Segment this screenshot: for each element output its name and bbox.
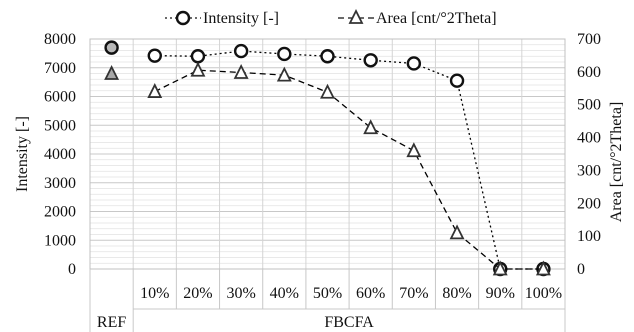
- area-point: [320, 83, 335, 99]
- x-tick-label: 80%: [442, 285, 471, 302]
- x-tick-label: 10%: [140, 285, 169, 302]
- area-point: [492, 260, 508, 276]
- y-tick-label: 1000: [44, 232, 76, 249]
- intensity-point: [233, 43, 249, 59]
- intensity-point: [104, 40, 119, 55]
- x-tick-label: 100%: [525, 285, 562, 302]
- x-tick-label: 20%: [183, 285, 212, 302]
- area-point: [104, 64, 120, 80]
- intensity-point: [406, 56, 422, 71]
- plot-border: [89, 38, 566, 270]
- y2-axis-title: Area [cnt/°2Theta]: [608, 102, 625, 223]
- x-tick-label: 50%: [313, 285, 342, 302]
- intensity-point: [190, 49, 206, 64]
- y2-tick-label: 200: [577, 195, 601, 212]
- y-tick-label: 2000: [44, 204, 76, 221]
- legend-intensity-marker: [175, 10, 191, 26]
- y-tick-label: 4000: [44, 146, 76, 163]
- y-tick-label: 3000: [44, 175, 76, 192]
- x-tick-label: 70%: [399, 285, 428, 302]
- legend: Intensity [-] Area [cnt/°2Theta]: [165, 8, 497, 27]
- y2-tick-label: 500: [577, 97, 601, 114]
- area-point: [449, 224, 465, 240]
- x-tick-label: 40%: [270, 285, 299, 302]
- area-point: [190, 61, 206, 77]
- y2-tick-label: 700: [577, 31, 601, 48]
- intensity-point: [320, 49, 335, 64]
- y2-tick-label: 400: [577, 130, 601, 147]
- legend-intensity-label: Intensity [-]: [203, 10, 279, 27]
- x-tick-label: 30%: [226, 285, 255, 302]
- series-layer: [104, 40, 551, 277]
- y2-tick-label: 600: [577, 64, 601, 81]
- area-point: [233, 64, 249, 79]
- area-point: [147, 83, 163, 98]
- x-group-label: FBCFA: [324, 314, 374, 331]
- y-tick-label: 6000: [44, 89, 76, 106]
- legend-area-label: Area [cnt/°2Theta]: [376, 10, 497, 27]
- y-axis-title: Intensity [-]: [14, 116, 31, 192]
- area-point: [363, 119, 379, 135]
- x-tick-label: 60%: [356, 285, 385, 302]
- area-point: [535, 260, 551, 276]
- y2-tick-label: 300: [577, 162, 601, 179]
- x-tick-label: 90%: [486, 285, 515, 302]
- y-tick-label: 5000: [44, 117, 76, 134]
- y-tick-label: 7000: [44, 60, 76, 77]
- intensity-point: [277, 46, 292, 62]
- area-point: [406, 142, 422, 158]
- area-point: [276, 66, 292, 82]
- intensity-point: [449, 73, 465, 88]
- y2-tick-label: 0: [577, 261, 585, 278]
- grid: [89, 38, 566, 270]
- y-tick-label: 8000: [44, 31, 76, 48]
- y2-tick-label: 100: [577, 228, 601, 245]
- y-tick-label: 0: [68, 261, 76, 278]
- legend-area-marker: [348, 8, 364, 24]
- intensity-point: [363, 53, 378, 68]
- axes: 0 1000 2000 3000 4000 5000 6000 7000 8000 0 100 200…: [14, 31, 625, 332]
- x-group-label: REF: [97, 314, 126, 331]
- intensity-point: [147, 48, 162, 63]
